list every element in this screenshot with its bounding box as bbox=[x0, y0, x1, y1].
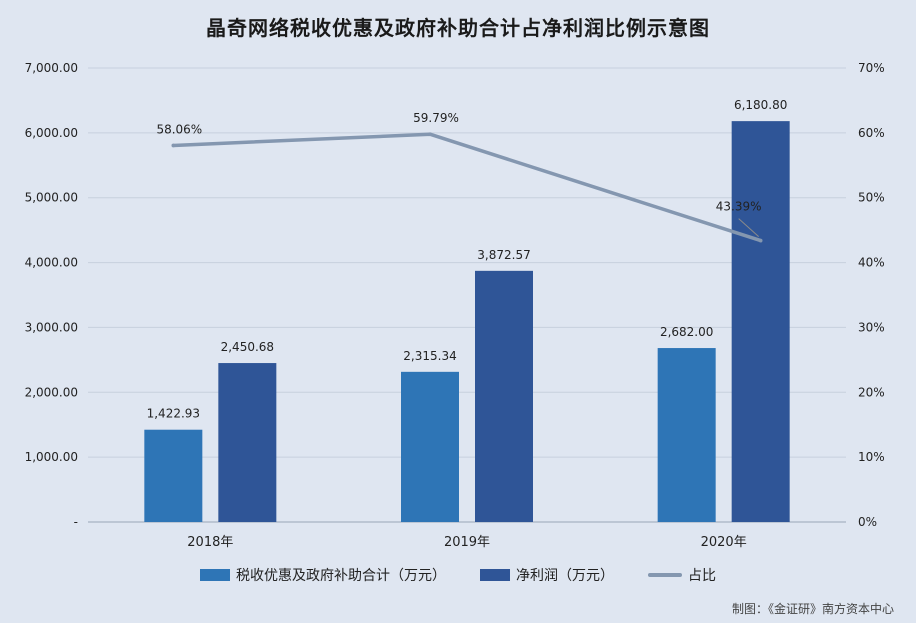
ratio-data-label: 59.79% bbox=[413, 111, 459, 125]
y-right-tick-label: 10% bbox=[858, 450, 885, 464]
y-left-tick-label: 6,000.00 bbox=[25, 126, 78, 140]
legend-item: 税收优惠及政府补助合计（万元） bbox=[200, 565, 446, 585]
bar-data-label: 2,682.00 bbox=[660, 325, 713, 339]
bar-data-label: 1,422.93 bbox=[147, 407, 200, 421]
legend-label: 净利润（万元） bbox=[516, 568, 614, 584]
legend-swatch bbox=[200, 569, 230, 581]
y-left-tick-label: 5,000.00 bbox=[25, 191, 78, 205]
y-right-tick-label: 20% bbox=[858, 385, 885, 399]
bar-data-label: 2,450.68 bbox=[221, 340, 274, 354]
x-tick-label: 2020年 bbox=[701, 535, 747, 550]
legend-swatch bbox=[480, 569, 510, 581]
bar-data-label: 6,180.80 bbox=[734, 98, 787, 112]
ratio-label-leader bbox=[738, 218, 760, 237]
bar-subsidy bbox=[401, 371, 459, 522]
x-tick-label: 2018年 bbox=[187, 535, 233, 550]
y-right-tick-label: 60% bbox=[858, 126, 885, 140]
y-left-tick-label: 1,000.00 bbox=[25, 450, 78, 464]
y-left-tick-label: 4,000.00 bbox=[25, 256, 78, 270]
x-tick-label: 2019年 bbox=[444, 535, 490, 550]
bar-data-label: 2,315.34 bbox=[403, 349, 456, 363]
legend-swatch bbox=[648, 573, 682, 577]
ratio-data-label: 58.06% bbox=[156, 122, 202, 136]
y-left-tick-label: - bbox=[74, 515, 78, 529]
y-right-tick-label: 0% bbox=[858, 515, 877, 529]
ratio-point bbox=[758, 238, 763, 243]
ratio-point bbox=[171, 143, 176, 148]
credit-text: 制图：《金证研》南方资本中心 bbox=[731, 602, 894, 616]
chart-title: 晶奇网络税收优惠及政府补助合计占净利润比例示意图 bbox=[206, 16, 710, 40]
y-right-tick-label: 40% bbox=[858, 256, 885, 270]
legend-label: 税收优惠及政府补助合计（万元） bbox=[236, 568, 446, 584]
ratio-point bbox=[428, 132, 432, 137]
ratio-data-label: 43.39% bbox=[716, 200, 762, 214]
y-right-tick-label: 50% bbox=[858, 191, 885, 205]
legend-item: 净利润（万元） bbox=[480, 565, 614, 585]
legend-item: 占比 bbox=[648, 565, 716, 585]
y-left-tick-label: 3,000.00 bbox=[25, 320, 78, 334]
bar-net-profit bbox=[475, 270, 533, 522]
ratio-line bbox=[171, 132, 763, 243]
y-left-tick-label: 2,000.00 bbox=[25, 385, 78, 399]
bar-subsidy bbox=[144, 429, 203, 522]
legend-label: 占比 bbox=[688, 568, 716, 584]
bar-net-profit bbox=[218, 363, 277, 522]
y-left-tick-label: 7,000.00 bbox=[25, 61, 78, 75]
bar-net-profit bbox=[731, 121, 790, 522]
bar-subsidy bbox=[657, 348, 716, 522]
bar-data-label: 3,872.57 bbox=[477, 248, 530, 262]
y-right-tick-label: 30% bbox=[858, 320, 885, 334]
y-right-tick-label: 70% bbox=[858, 61, 885, 75]
chart-legend: 税收优惠及政府补助合计（万元） 净利润（万元） 占比 bbox=[0, 565, 916, 585]
